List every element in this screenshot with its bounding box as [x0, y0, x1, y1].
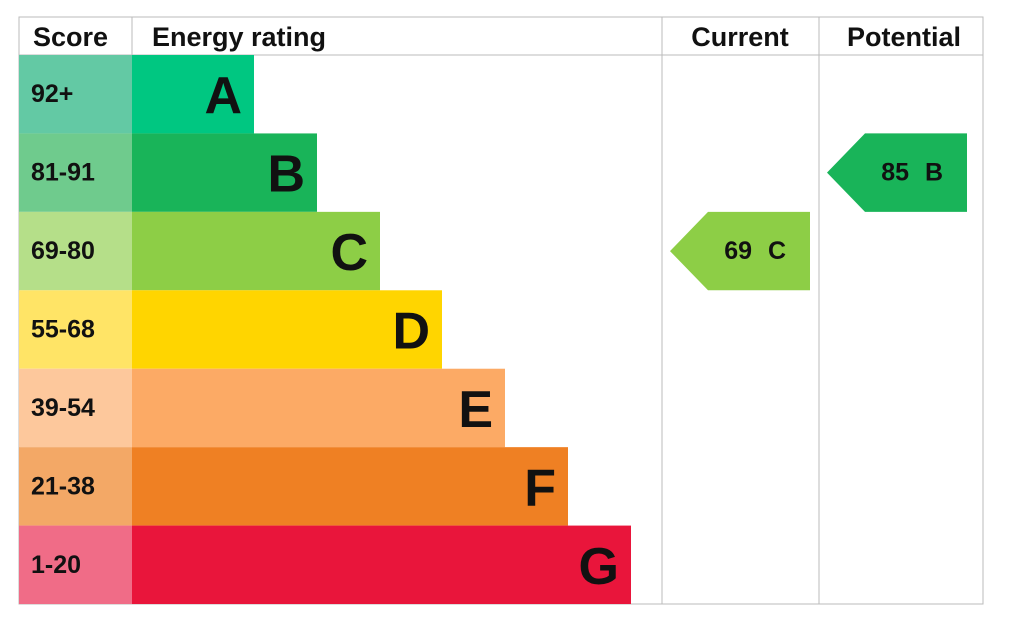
potential-arrow: [827, 133, 967, 212]
current-value: 69: [724, 237, 752, 265]
rating-bar: [132, 290, 442, 369]
rating-bar: [132, 133, 317, 212]
rating-letter: F: [524, 459, 556, 517]
score-label: 69-80: [31, 237, 95, 265]
rating-letter: A: [204, 67, 242, 125]
score-cell: [19, 133, 132, 212]
rating-bar: [132, 211, 380, 291]
rating-letter: C: [330, 224, 368, 282]
score-label: 81-91: [31, 159, 95, 187]
potential-letter: B: [925, 159, 943, 187]
header-potential: Potential: [847, 22, 961, 52]
score-label: 55-68: [31, 316, 95, 344]
header-score: Score: [33, 22, 108, 52]
rating-bar: [132, 525, 631, 605]
potential-value: 85: [881, 159, 909, 187]
score-cell: [19, 211, 132, 291]
rating-letter: D: [392, 303, 430, 361]
header-current: Current: [691, 22, 789, 52]
rating-letter: G: [579, 538, 619, 596]
rating-bar: [132, 447, 568, 526]
score-cell: [19, 447, 132, 526]
score-cell: [19, 525, 132, 605]
score-cell: [19, 55, 132, 134]
header-rating: Energy rating: [152, 22, 326, 52]
current-arrow: [670, 211, 810, 291]
score-label: 92+: [31, 80, 73, 108]
score-cell: [19, 368, 132, 448]
rating-letter: E: [458, 381, 493, 439]
score-label: 1-20: [31, 551, 81, 579]
rating-letter: B: [267, 146, 305, 204]
score-cell: [19, 290, 132, 369]
current-letter: C: [768, 237, 786, 265]
rating-bar: [132, 55, 254, 134]
score-label: 39-54: [31, 394, 95, 422]
rating-bar: [132, 368, 505, 448]
score-label: 21-38: [31, 472, 95, 500]
